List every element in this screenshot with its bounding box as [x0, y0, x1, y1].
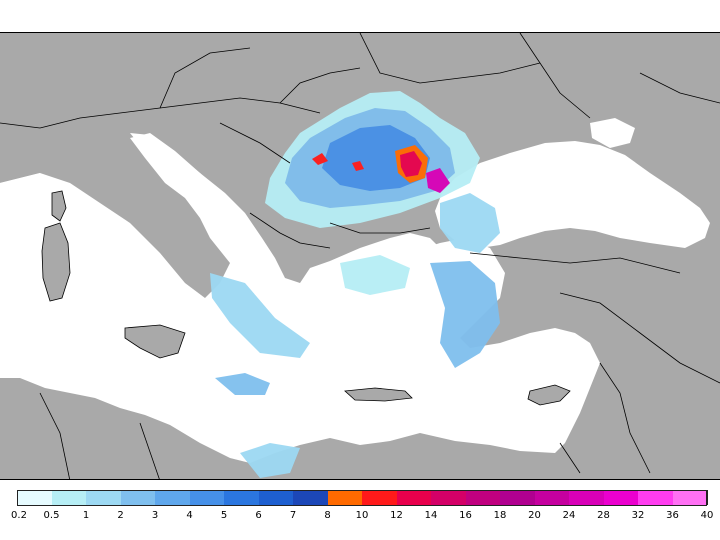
legend-swatch — [431, 490, 467, 505]
legend-tick-label: 8 — [324, 510, 331, 521]
legend-swatch — [189, 490, 225, 505]
legend-swatch — [224, 490, 260, 505]
legend-tick-label: 0.5 — [43, 510, 60, 521]
legend-tick-label: 40 — [700, 510, 714, 521]
legend-swatch — [603, 490, 639, 505]
legend-swatch — [258, 490, 294, 505]
legend-swatch — [534, 490, 570, 505]
legend-swatch — [327, 490, 363, 505]
legend-tick-label: 28 — [597, 510, 610, 521]
precip-aegean-east — [430, 261, 500, 368]
legend-tick-label: 7 — [289, 510, 297, 521]
legend-tick-label: 14 — [424, 510, 438, 521]
legend-tick-label: 6 — [255, 510, 262, 521]
legend-swatch — [51, 490, 87, 505]
legend-swatch — [17, 490, 53, 505]
legend-tick-label: 5 — [220, 510, 228, 521]
sicily — [124, 324, 186, 359]
legend-tick-label: 20 — [528, 510, 541, 521]
legend-tick-label: 10 — [355, 510, 369, 521]
mediterranean-sea — [0, 133, 600, 463]
precip-aegean-central — [340, 255, 410, 295]
legend-tick-label: 2 — [117, 510, 124, 521]
color-legend — [17, 490, 708, 506]
adriatic-sea — [130, 133, 262, 248]
legend-swatch — [672, 490, 708, 505]
legend-tick-label: 12 — [390, 510, 403, 521]
precipitation-field — [210, 91, 500, 478]
precip-crete-north — [215, 373, 270, 395]
legend-tick-label: 0.2 — [11, 510, 27, 521]
legend-swatch — [638, 490, 674, 505]
legend-swatch — [155, 490, 191, 505]
west-sea — [0, 173, 40, 243]
corsica — [51, 190, 67, 222]
legend-tick-label: 36 — [666, 510, 679, 521]
legend-tick-label: 4 — [186, 510, 193, 521]
sardinia — [41, 222, 71, 302]
precip-core-red — [400, 151, 422, 177]
legend-swatch — [362, 490, 398, 505]
legend-tick-label: 3 — [151, 510, 159, 521]
legend-tick-label: 24 — [562, 510, 576, 521]
precip-core-magenta — [426, 168, 450, 193]
legend-swatch — [500, 490, 536, 505]
precip-libyan-sea — [240, 443, 300, 478]
legend-swatch — [293, 490, 329, 505]
precip-ionian — [210, 273, 310, 358]
cyprus — [527, 384, 571, 406]
legend-tick-label: 18 — [493, 510, 507, 521]
legend-swatch — [86, 490, 122, 505]
azov-sea — [590, 118, 635, 148]
precip-small-1 — [312, 153, 328, 165]
map-canvas — [0, 33, 720, 479]
legend-swatch — [465, 490, 501, 505]
country-borders — [0, 33, 720, 479]
legend-swatch — [120, 490, 156, 505]
legend-tick-label: 1 — [82, 510, 90, 521]
crete — [344, 387, 413, 402]
legend-tick-label: 32 — [631, 510, 645, 521]
black-sea — [435, 141, 710, 248]
precipitation-map — [0, 32, 720, 480]
precip-black-sea-west — [440, 193, 500, 253]
legend-swatch — [396, 490, 432, 505]
legend-swatch — [569, 490, 605, 505]
legend-tick-label: 16 — [459, 510, 472, 521]
precip-small-2 — [352, 161, 364, 171]
